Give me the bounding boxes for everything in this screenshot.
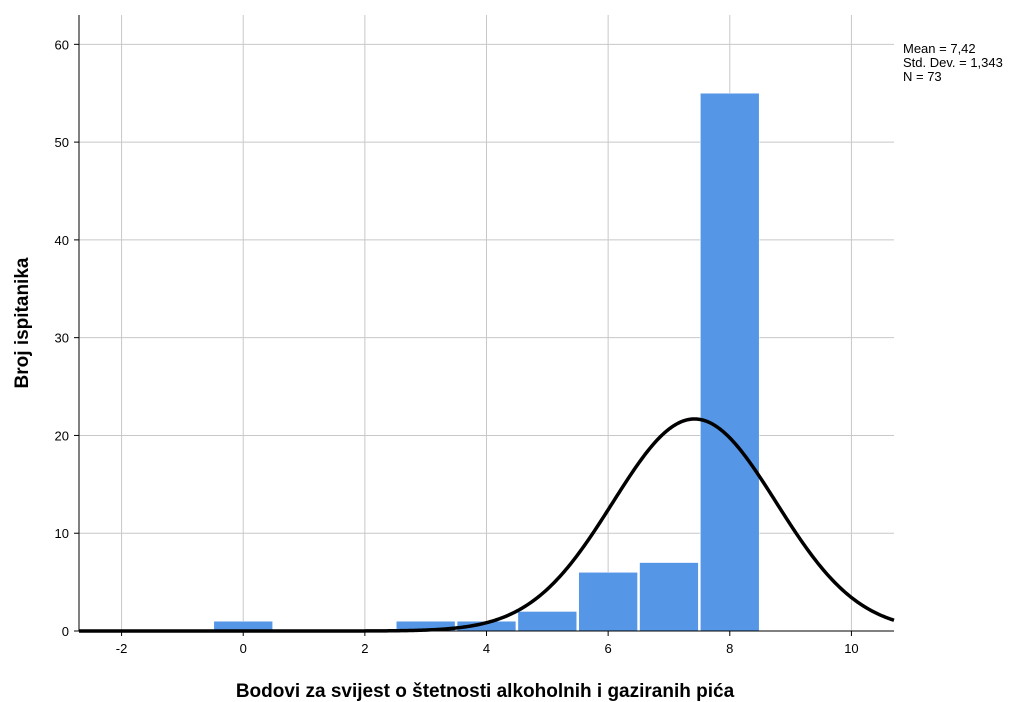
x-axis-title: Bodovi za svijest o štetnosti alkoholnih…: [236, 681, 735, 702]
stats-mean: Mean = 7,42: [903, 41, 976, 56]
x-tick-label-8: 8: [726, 641, 733, 656]
y-tick-label-0: 0: [62, 624, 69, 639]
y-tick-label-50: 50: [55, 135, 69, 150]
histogram-bar-8: [700, 92, 760, 632]
x-tick-label-4: 4: [483, 641, 490, 656]
y-tick-label-20: 20: [55, 428, 69, 443]
x-tick-label-0: 0: [240, 641, 247, 656]
y-tick-label-30: 30: [55, 331, 69, 346]
histogram-bar-6: [578, 572, 638, 632]
y-tick-label-60: 60: [55, 37, 69, 52]
x-tick-label-6: 6: [605, 641, 612, 656]
x-tick-label-10: 10: [844, 641, 858, 656]
stats-box: Mean = 7,42 Std. Dev. = 1,343 N = 73: [903, 42, 1003, 84]
histogram-bars: [213, 92, 760, 632]
x-tick-label-2: 2: [361, 641, 368, 656]
y-tick-label-10: 10: [55, 526, 69, 541]
grid-lines: [79, 15, 894, 631]
stats-std-dev: Std. Dev. = 1,343: [903, 55, 1003, 70]
x-tick-label--2: -2: [116, 641, 128, 656]
histogram-bar-7: [639, 562, 699, 632]
y-tick-label-40: 40: [55, 233, 69, 248]
histogram-bar-5: [517, 611, 577, 632]
stats-n: N = 73: [903, 69, 942, 84]
y-axis-title: Broj ispitanika: [12, 257, 33, 388]
tick-labels: -2 0 2 4 6 8 10 0 10 20 30 40 50 60: [55, 37, 859, 656]
